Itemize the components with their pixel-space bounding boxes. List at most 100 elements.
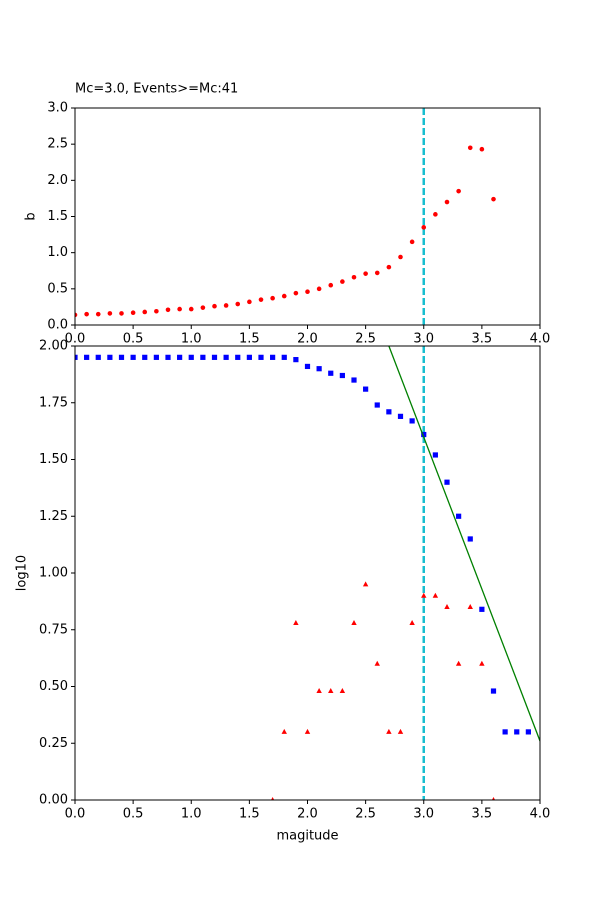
point xyxy=(281,293,287,299)
point xyxy=(363,271,368,276)
point xyxy=(142,354,148,360)
point xyxy=(397,413,404,419)
point xyxy=(118,354,125,360)
point xyxy=(386,409,392,415)
point xyxy=(339,688,346,694)
point xyxy=(270,354,276,360)
point xyxy=(362,581,369,587)
point xyxy=(246,354,252,360)
point xyxy=(304,363,311,370)
y-tick-label: 2.00 xyxy=(39,339,68,354)
x-tick-label: 3.5 xyxy=(472,332,493,347)
point xyxy=(328,370,334,376)
x-tick-label: 4.0 xyxy=(530,332,551,347)
point xyxy=(467,536,473,542)
point xyxy=(479,146,485,152)
point xyxy=(455,660,462,666)
point xyxy=(456,513,462,519)
point xyxy=(258,297,264,302)
point xyxy=(491,196,496,202)
point xyxy=(281,354,287,360)
point xyxy=(258,354,264,360)
point xyxy=(130,354,136,360)
point xyxy=(363,386,369,392)
x-tick-label: 0.5 xyxy=(123,332,144,347)
x-tick-label: 1.0 xyxy=(181,807,202,822)
y-axis-label: b xyxy=(24,212,39,220)
x-tick-label: 1.5 xyxy=(239,332,260,347)
point xyxy=(398,254,403,260)
point xyxy=(270,295,275,301)
point xyxy=(432,592,439,598)
point xyxy=(75,354,78,360)
point xyxy=(177,354,183,360)
point xyxy=(130,310,136,316)
point xyxy=(328,688,334,694)
point xyxy=(479,660,485,666)
point xyxy=(467,145,473,151)
point xyxy=(200,354,206,360)
point xyxy=(316,688,322,694)
x-tick-label: 3.0 xyxy=(413,332,434,347)
y-tick-label: 0.75 xyxy=(39,622,68,637)
point xyxy=(316,366,322,372)
fit-line xyxy=(388,346,540,742)
point xyxy=(154,308,159,314)
y-tick-label: 0.00 xyxy=(39,793,68,808)
point xyxy=(433,212,438,217)
point xyxy=(107,311,113,316)
point xyxy=(467,604,473,610)
chart-title: Mc=3.0, Events>=Mc:41 xyxy=(75,82,238,97)
point xyxy=(386,264,392,270)
x-tick-label: 2.5 xyxy=(355,332,376,347)
y-tick-label: 0.5 xyxy=(47,281,68,296)
point xyxy=(444,479,450,485)
point xyxy=(119,311,124,316)
point xyxy=(351,377,357,383)
x-tick-label: 2.0 xyxy=(297,332,318,347)
point xyxy=(200,305,206,310)
point xyxy=(165,354,171,360)
y-tick-label: 2.5 xyxy=(47,137,68,152)
point xyxy=(84,311,89,317)
point xyxy=(444,604,450,610)
point xyxy=(95,311,101,317)
point xyxy=(281,728,287,734)
plot-area xyxy=(75,346,540,800)
y-tick-label: 1.75 xyxy=(39,395,68,410)
point xyxy=(421,431,427,438)
y-tick-label: 1.5 xyxy=(47,209,68,224)
y-tick-label: 1.50 xyxy=(39,452,68,467)
point xyxy=(293,619,299,625)
point xyxy=(177,306,182,312)
point xyxy=(374,270,380,276)
y-tick-label: 3.0 xyxy=(47,101,68,116)
point xyxy=(107,354,113,360)
point xyxy=(490,688,497,694)
point xyxy=(328,282,334,288)
point xyxy=(271,797,275,800)
point xyxy=(153,354,159,360)
point xyxy=(456,188,461,194)
point xyxy=(235,354,241,360)
point xyxy=(212,303,217,309)
plot-area xyxy=(75,108,496,325)
point xyxy=(339,372,345,379)
point xyxy=(340,279,345,284)
x-tick-label: 2.0 xyxy=(297,807,318,822)
point xyxy=(386,728,392,734)
y-tick-label: 1.0 xyxy=(47,245,68,260)
point xyxy=(351,274,357,280)
point xyxy=(142,309,148,315)
point xyxy=(293,290,299,296)
point xyxy=(374,402,380,408)
point xyxy=(421,592,427,598)
point xyxy=(188,306,194,312)
point xyxy=(444,199,450,205)
point xyxy=(75,312,78,318)
point xyxy=(304,728,311,734)
point xyxy=(502,729,508,735)
point xyxy=(351,619,357,625)
x-tick-label: 0.0 xyxy=(65,807,86,822)
